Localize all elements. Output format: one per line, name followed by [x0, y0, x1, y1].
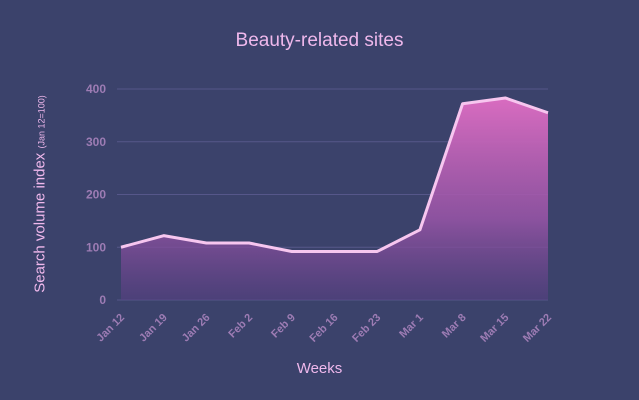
x-tick-label: Feb 9 [269, 312, 298, 341]
series-line [120, 96, 549, 253]
data-point [162, 234, 166, 238]
y-tick-label-0: 0 [99, 293, 106, 307]
x-tick-label: Jan 19 [137, 312, 170, 345]
area-fill [121, 97, 548, 300]
data-point [503, 96, 507, 100]
x-tick-label: Mar 8 [440, 312, 469, 341]
data-point [375, 249, 379, 253]
data-point [333, 249, 337, 253]
data-point [418, 228, 422, 232]
x-tick-label: Mar 1 [397, 312, 426, 341]
y-tick-label-200: 200 [86, 188, 106, 202]
data-point [247, 241, 251, 245]
x-tick-label: Feb 2 [226, 312, 255, 341]
x-tick-label: Jan 26 [180, 312, 213, 345]
x-tick-label: Mar 22 [521, 312, 554, 345]
y-tick-label-400: 400 [86, 82, 106, 96]
data-point [119, 245, 123, 249]
x-tick-label: Mar 15 [478, 312, 511, 345]
y-tick-label-300: 300 [86, 135, 106, 149]
x-tick-label: Jan 12 [94, 312, 127, 345]
y-tick-label-100: 100 [86, 240, 106, 254]
data-point [461, 102, 465, 106]
x-tick-label: Feb 16 [307, 312, 340, 345]
data-point [204, 241, 208, 245]
x-axis-label: Weeks [296, 360, 343, 377]
chart-title: Beauty-related sites [235, 30, 404, 51]
x-tick-label: Feb 23 [350, 312, 383, 345]
data-point [546, 111, 550, 115]
data-point [290, 249, 294, 253]
